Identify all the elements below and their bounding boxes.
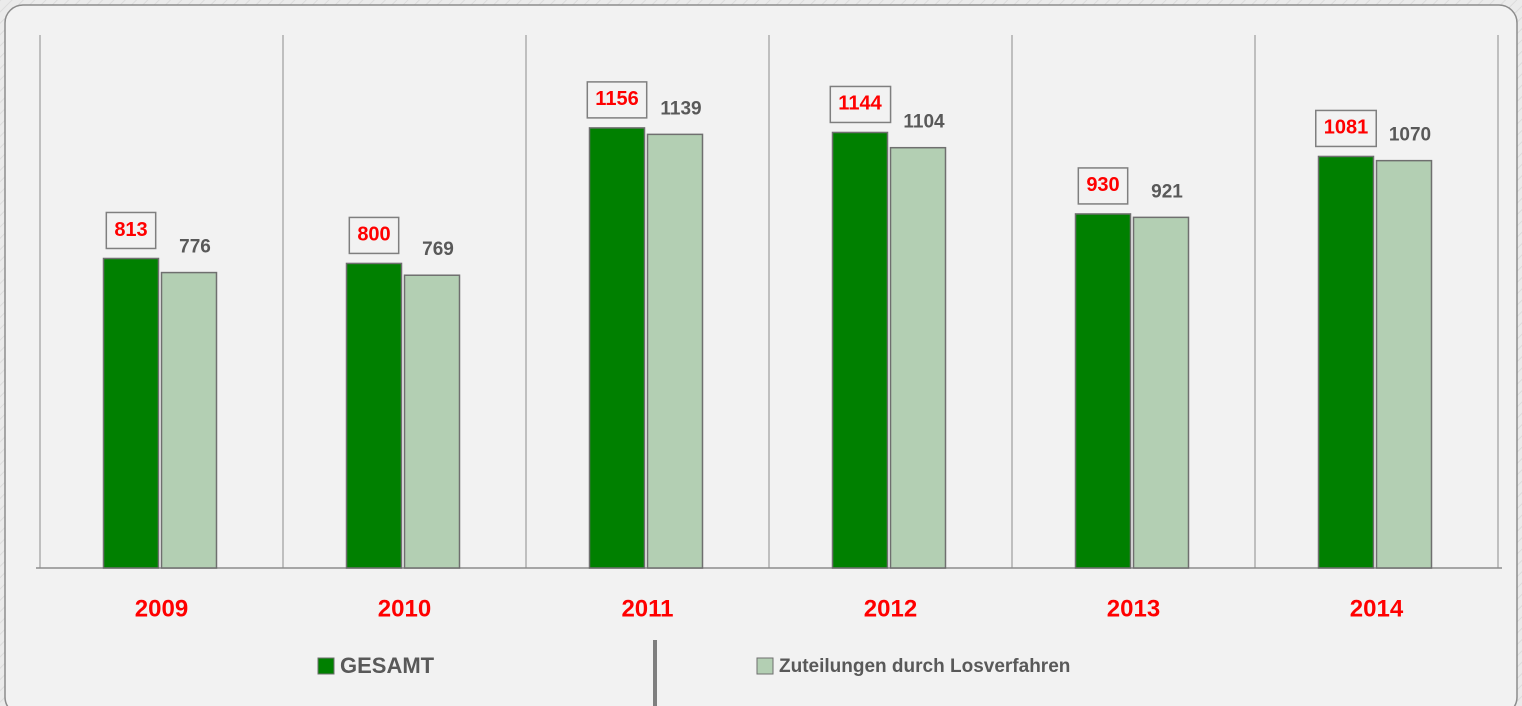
value-label: 930 bbox=[1086, 174, 1119, 196]
bar bbox=[345, 262, 403, 569]
x-tick-label: 2013 bbox=[1107, 595, 1160, 622]
x-tick-label: 2011 bbox=[621, 595, 673, 622]
bar bbox=[1074, 213, 1132, 569]
value-label-box bbox=[1077, 167, 1129, 205]
panel bbox=[4, 4, 1518, 706]
x-tick-label: 2014 bbox=[1350, 595, 1404, 622]
value-label-box bbox=[348, 216, 400, 255]
bar bbox=[160, 271, 218, 569]
bar bbox=[1317, 155, 1375, 569]
bar bbox=[102, 257, 160, 569]
legend-swatch bbox=[756, 657, 774, 675]
bar bbox=[889, 146, 947, 569]
bar bbox=[646, 133, 704, 569]
value-label-box bbox=[829, 85, 892, 124]
bar bbox=[831, 131, 889, 569]
bar bbox=[403, 274, 461, 569]
value-label-box bbox=[586, 81, 648, 119]
legend-label: GESAMT bbox=[340, 653, 435, 678]
value-label: 1070 bbox=[1389, 125, 1431, 146]
value-label: 1144 bbox=[838, 93, 882, 115]
value-label: 800 bbox=[357, 224, 390, 246]
bar bbox=[1132, 216, 1190, 569]
x-tick-label: 2009 bbox=[135, 595, 188, 622]
value-label: 769 bbox=[422, 239, 454, 260]
x-tick-label: 2012 bbox=[864, 595, 917, 622]
legend-label: Zuteilungen durch Losverfahren bbox=[779, 656, 1070, 677]
value-label-box bbox=[105, 211, 157, 250]
value-label: 1104 bbox=[903, 112, 945, 133]
value-label: 1156 bbox=[595, 88, 638, 110]
bar bbox=[1375, 159, 1433, 569]
value-label: 1139 bbox=[660, 98, 701, 119]
value-label: 1081 bbox=[1324, 117, 1369, 139]
x-tick-label: 2010 bbox=[378, 595, 431, 622]
bar bbox=[588, 127, 646, 569]
legend-swatch bbox=[317, 657, 335, 675]
value-label-box bbox=[1315, 109, 1377, 148]
value-label: 813 bbox=[114, 219, 147, 241]
value-label: 921 bbox=[1151, 181, 1183, 202]
value-label: 776 bbox=[179, 237, 211, 258]
